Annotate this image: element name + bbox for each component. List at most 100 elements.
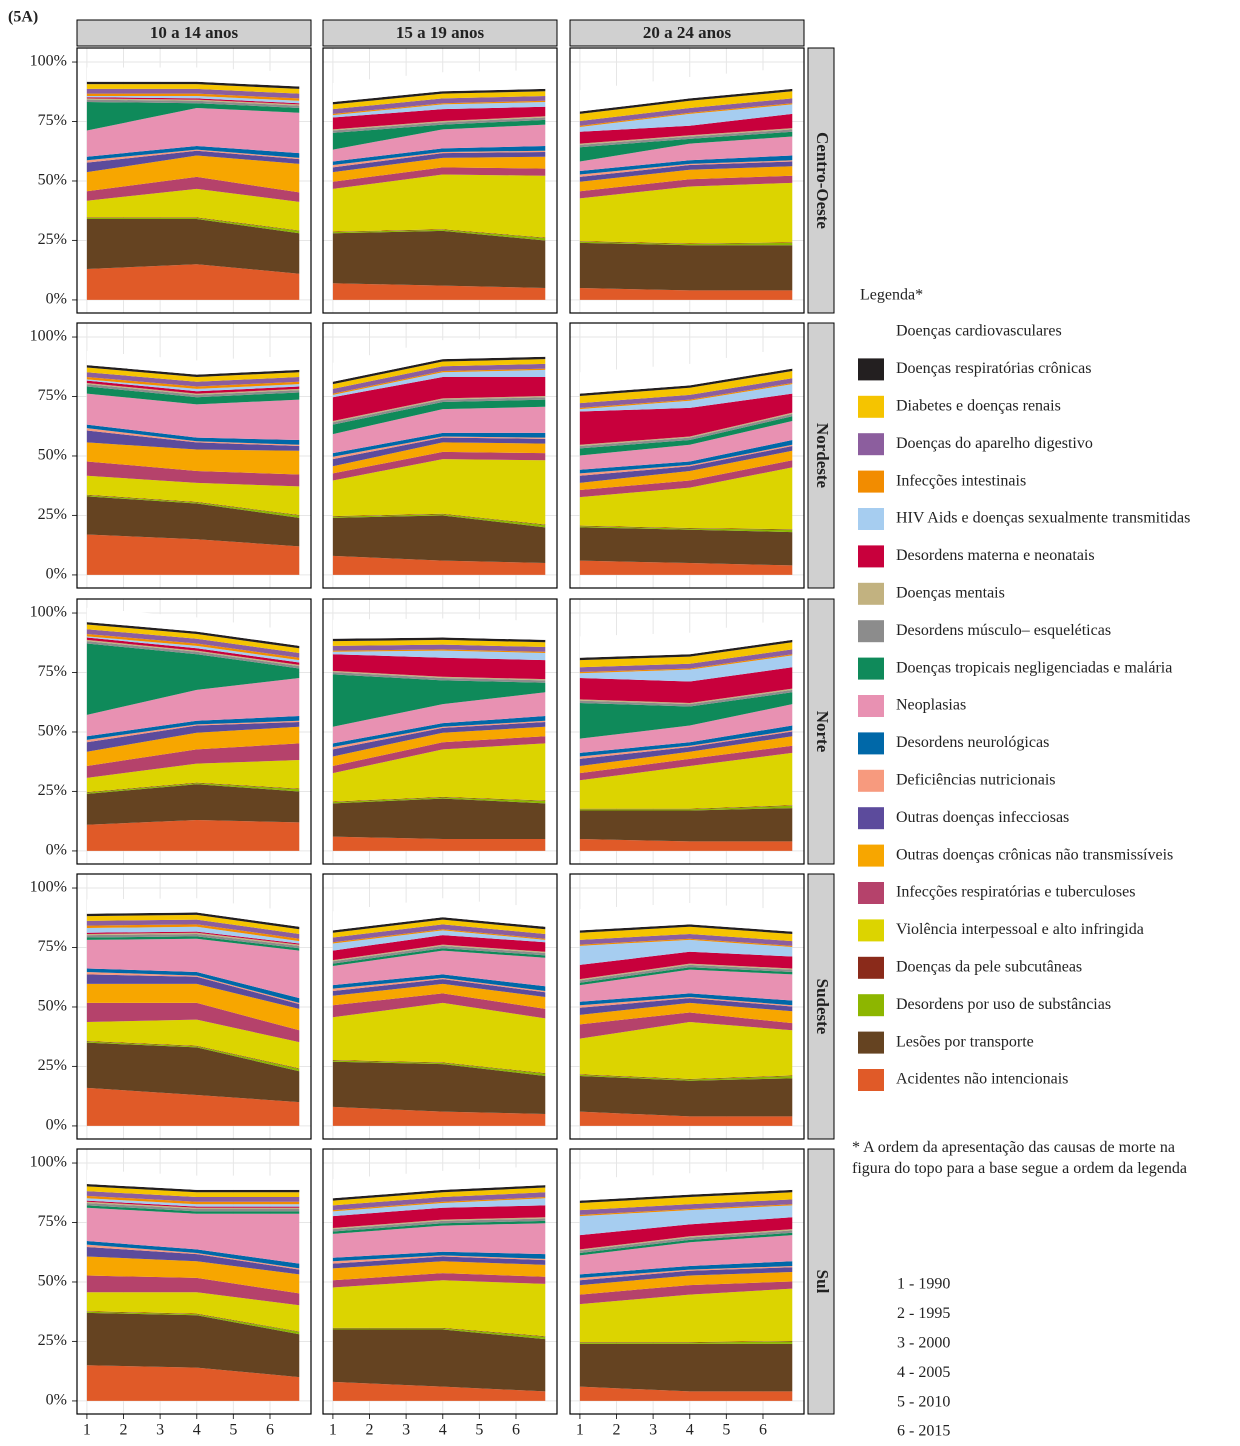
area <box>332 376 546 422</box>
legend-label: Desordens músculo– esqueléticas <box>896 622 1111 639</box>
area <box>579 692 793 739</box>
area <box>86 1292 300 1332</box>
area <box>332 119 546 150</box>
legend-label: Doenças do aparelho digestivo <box>896 435 1093 452</box>
panel-border <box>569 873 805 1140</box>
area <box>332 993 546 1019</box>
area <box>86 1205 300 1214</box>
area <box>332 1280 546 1337</box>
area <box>332 726 546 766</box>
panel-border <box>569 598 805 865</box>
y-tick-label: 75% <box>38 663 67 680</box>
area <box>86 1207 300 1264</box>
area <box>332 555 546 575</box>
area <box>579 736 793 774</box>
area <box>332 950 546 987</box>
area <box>332 91 546 110</box>
legend-label: Doenças respiratórias crônicas <box>896 360 1091 377</box>
area <box>86 760 300 793</box>
x-tick-label: 6 <box>759 1422 767 1439</box>
area <box>332 88 546 105</box>
row-strip: Sudeste <box>813 979 832 1035</box>
y-tick-label: 100% <box>30 328 67 345</box>
area <box>579 654 793 674</box>
x-tick-label: 1 <box>83 1422 91 1439</box>
area <box>332 283 546 300</box>
area <box>332 917 546 933</box>
area <box>579 731 793 766</box>
area <box>332 1187 546 1206</box>
area <box>86 1169 300 1190</box>
area <box>86 1201 300 1209</box>
area <box>579 967 793 986</box>
area <box>86 716 300 740</box>
area <box>579 103 793 127</box>
area <box>86 424 300 445</box>
area <box>579 242 793 291</box>
area <box>579 91 793 122</box>
area <box>579 924 793 934</box>
area <box>86 107 300 157</box>
area <box>332 977 546 993</box>
area <box>579 241 793 246</box>
area <box>86 1195 300 1205</box>
y-tick-label: 0% <box>46 566 67 583</box>
area <box>579 371 793 404</box>
area <box>86 639 300 667</box>
legend-swatch <box>858 657 884 680</box>
area <box>332 1381 546 1401</box>
area <box>86 430 300 451</box>
area <box>332 1198 546 1217</box>
column-strip: 15 a 19 anos <box>396 23 485 42</box>
y-tick-label: 75% <box>38 938 67 955</box>
legend-label: Desordens materna e neonatais <box>896 547 1095 564</box>
x-tick-label: 4 <box>193 1422 201 1439</box>
area <box>332 1002 546 1074</box>
y-tick-label: 100% <box>30 1154 67 1171</box>
legend-swatch <box>858 545 884 568</box>
area <box>86 607 300 646</box>
area <box>86 534 300 575</box>
area <box>86 1312 300 1378</box>
area <box>579 642 793 668</box>
legend-label: Infecções intestinais <box>896 472 1026 489</box>
area <box>579 1012 793 1039</box>
legend-label: Doenças tropicais negligenciadas e malár… <box>896 659 1172 676</box>
legend-label: Outras doenças infecciosas <box>896 809 1069 826</box>
legend-swatch <box>858 620 884 643</box>
area <box>332 432 546 457</box>
area <box>332 674 546 727</box>
area <box>332 1328 546 1340</box>
panel-border <box>322 598 558 865</box>
x-tick-label: 1 <box>576 1422 584 1439</box>
area <box>332 1256 546 1269</box>
area <box>86 721 300 752</box>
area <box>579 996 793 1008</box>
area <box>86 936 300 951</box>
area <box>579 161 793 182</box>
area <box>86 386 300 405</box>
area <box>579 393 793 445</box>
area <box>332 979 546 997</box>
area <box>332 670 546 681</box>
area <box>332 919 546 938</box>
area <box>86 636 300 663</box>
area <box>579 440 793 474</box>
area <box>332 935 546 961</box>
area <box>579 964 793 983</box>
area <box>332 639 546 648</box>
area <box>579 1343 793 1392</box>
y-tick-label: 25% <box>38 782 67 799</box>
area <box>332 1255 546 1264</box>
area <box>579 1261 793 1278</box>
area <box>579 288 793 300</box>
row-strip: Nordeste <box>813 423 832 489</box>
y-tick-label: 100% <box>30 879 67 896</box>
area <box>86 219 300 274</box>
area <box>86 98 300 106</box>
area <box>579 560 793 575</box>
legend-label: Doenças mentais <box>896 584 1005 601</box>
area <box>86 495 300 518</box>
strip-bg <box>322 19 558 47</box>
x-tick-label: 3 <box>649 1422 657 1439</box>
